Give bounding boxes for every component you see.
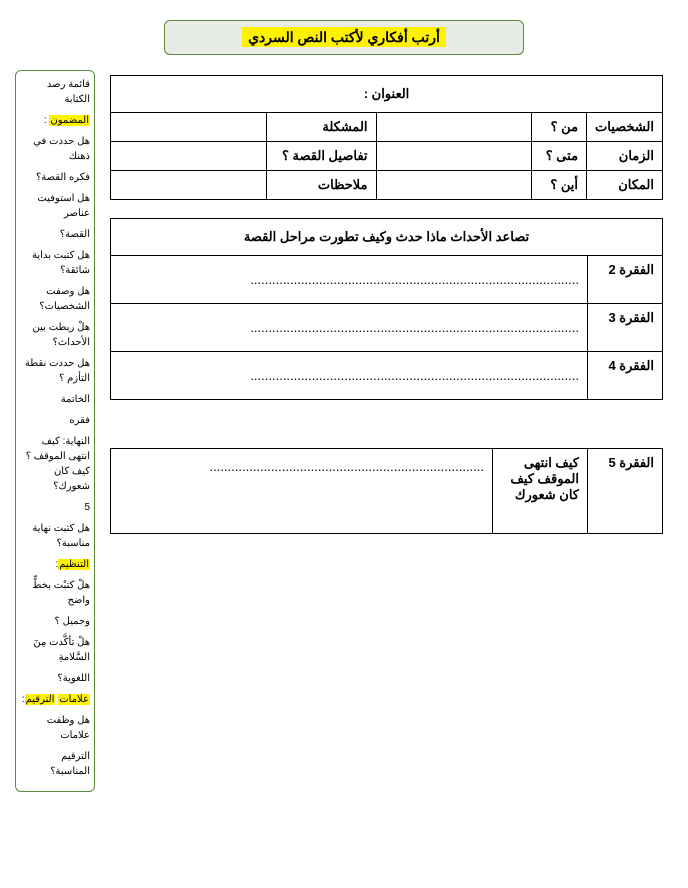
dotted-line: ........................................… — [111, 449, 493, 534]
cell: المشكلة — [266, 113, 376, 142]
checklist-sidebar: قائمة رصد الكتابة المضمون : هل حددت في ذ… — [15, 70, 95, 792]
sidebar-item: النهاية: كيف انتهى الموقف ؟ كيف كان شعور… — [20, 434, 90, 494]
table-row: الفقرة 4 ...............................… — [111, 352, 663, 400]
cell — [111, 171, 267, 200]
page-title-box: أرتب أفكاري لأكتب النص السردي — [164, 20, 524, 55]
cell: ملاحظات — [266, 171, 376, 200]
cell: المكان — [587, 171, 663, 200]
paragraph-label: الفقرة 3 — [588, 304, 663, 352]
story-elements-table: العنوان : الشخصيات من ؟ المشكلة الزمان م… — [110, 75, 663, 200]
sidebar-item: هل كتبت بداية شائقة؟ — [20, 248, 90, 278]
table-row: المكان أين ؟ ملاحظات — [111, 171, 663, 200]
dotted-line: ........................................… — [111, 352, 588, 400]
sidebar-item: هل حددت نقطة التأزم ؟ — [20, 356, 90, 386]
cell — [376, 113, 532, 142]
events-table: تصاعد الأحداث ماذا حدث وكيف تطورت مراحل … — [110, 218, 663, 400]
paragraph-label: الفقرة 4 — [588, 352, 663, 400]
table-row: الفقرة 2 ...............................… — [111, 256, 663, 304]
table-row: الفقرة 3 ...............................… — [111, 304, 663, 352]
main-content: العنوان : الشخصيات من ؟ المشكلة الزمان م… — [110, 75, 663, 534]
ending-table: الفقرة 5 كيف انتهى الموقف كيف كان شعورك … — [110, 448, 663, 534]
sidebar-item: القصة؟ — [20, 227, 90, 242]
sidebar-item: اللغوية؟ — [20, 671, 90, 686]
cell — [376, 171, 532, 200]
sidebar-item: وجميل ؟ — [20, 614, 90, 629]
dotted-line: ........................................… — [111, 304, 588, 352]
sidebar-item: هلْ كتبْت بخطٍّ واضح — [20, 578, 90, 608]
paragraph-label: الفقرة 2 — [588, 256, 663, 304]
title-cell: العنوان : — [111, 76, 663, 113]
cell: تفاصيل القصة ؟ — [266, 142, 376, 171]
sidebar-item: 5 — [20, 500, 90, 515]
sidebar-item: فكره القصة؟ — [20, 170, 90, 185]
cell: أين ؟ — [532, 171, 587, 200]
cell: متى ؟ — [532, 142, 587, 171]
cell — [111, 113, 267, 142]
sidebar-section-2: التنظيم: — [20, 557, 90, 572]
sidebar-item: هل كتبت نهاية مناسبة؟ — [20, 521, 90, 551]
cell: الزمان — [587, 142, 663, 171]
table-row: الفقرة 5 كيف انتهى الموقف كيف كان شعورك … — [111, 449, 663, 534]
dotted-line: ........................................… — [111, 256, 588, 304]
table-row: الشخصيات من ؟ المشكلة — [111, 113, 663, 142]
sidebar-section-1: المضمون : — [20, 113, 90, 128]
sidebar-item: هل وصفت الشخصيات؟ — [20, 284, 90, 314]
events-header: تصاعد الأحداث ماذا حدث وكيف تطورت مراحل … — [111, 219, 663, 256]
paragraph-label: الفقرة 5 — [588, 449, 663, 534]
cell — [111, 142, 267, 171]
cell: من ؟ — [532, 113, 587, 142]
sidebar-item: الترقيم المناسبة؟ — [20, 749, 90, 779]
sidebar-item: هل وظفت علامات — [20, 713, 90, 743]
sidebar-item: هلْ تأكَّدت مِنَ السَّلامةِ — [20, 635, 90, 665]
sidebar-heading: قائمة رصد الكتابة — [20, 77, 90, 107]
table-row: الزمان متى ؟ تفاصيل القصة ؟ — [111, 142, 663, 171]
sidebar-item: هلْ ربطت بين الأحداث؟ — [20, 320, 90, 350]
ending-prompt: كيف انتهى الموقف كيف كان شعورك — [493, 449, 588, 534]
page-title: أرتب أفكاري لأكتب النص السردي — [242, 27, 446, 47]
cell: الشخصيات — [587, 113, 663, 142]
sidebar-item: الخاتمة — [20, 392, 90, 407]
sidebar-item: هل حددت في ذهنك — [20, 134, 90, 164]
sidebar-item: هل استوفيت عناصر — [20, 191, 90, 221]
sidebar-item: فقره — [20, 413, 90, 428]
sidebar-section-3: علامات الترقيم: — [20, 692, 90, 707]
cell — [376, 142, 532, 171]
